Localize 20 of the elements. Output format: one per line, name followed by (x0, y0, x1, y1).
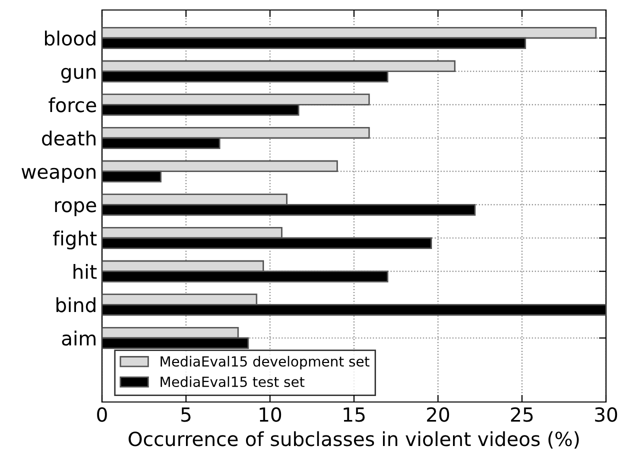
y-tick-label: hit (74, 264, 97, 279)
y-tick-label: aim (62, 330, 96, 346)
y-tick-label: rope (55, 201, 96, 216)
y-tick-label: bind (56, 297, 96, 312)
y-tick-label: force (48, 97, 96, 112)
y-tick-label: blood (45, 30, 96, 46)
y-tick-label: weapon (22, 168, 96, 183)
y-tick-label: gun (61, 68, 96, 83)
x-tick-label: 0 (97, 407, 107, 422)
y-tick-label: fight (53, 230, 97, 250)
y-tick-label: death (42, 130, 96, 146)
x-tick-label: 15 (344, 407, 365, 422)
legend-label: MediaEval15 development set (160, 356, 370, 370)
x-tick-label: 30 (595, 407, 618, 422)
x-tick-label: 20 (427, 407, 450, 422)
x-tick-label: 10 (260, 407, 282, 422)
x-axis-title: Occurrence of subclasses in violent videos (%) (128, 431, 579, 449)
legend-label: MediaEval15 test set (160, 376, 304, 388)
x-tick-label: 25 (511, 407, 533, 422)
x-tick-label: 5 (181, 407, 190, 422)
